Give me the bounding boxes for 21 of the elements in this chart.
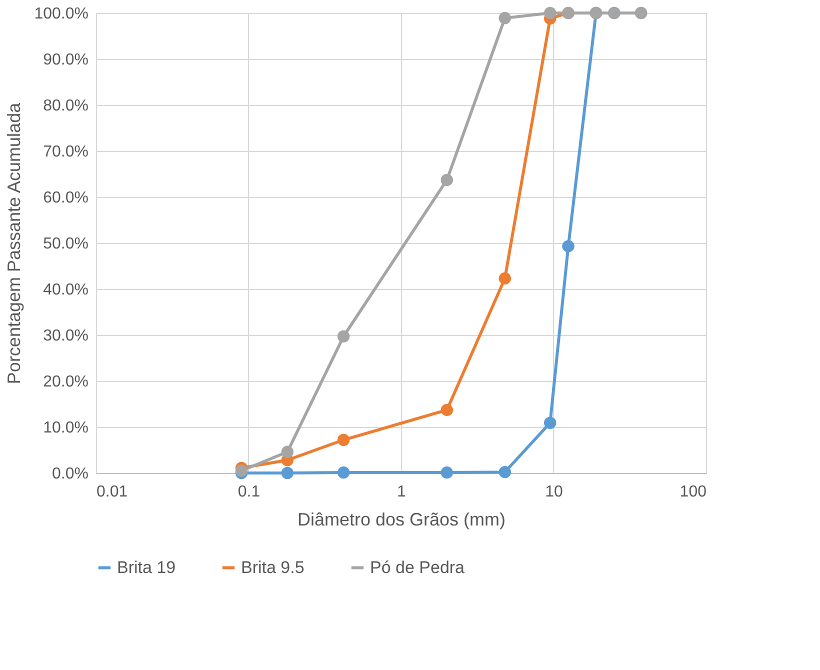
y-tick-label: 100.0% (34, 6, 88, 22)
y-tick-label: 40.0% (43, 282, 88, 298)
y-tick-label: 70.0% (43, 144, 88, 160)
x-tick-label: 10 (545, 484, 563, 500)
y-tick-label: 0.0% (52, 466, 88, 482)
y-tick-label: 30.0% (43, 328, 88, 344)
x-tick-label: 0.01 (96, 484, 128, 500)
x-tick-label: 0.1 (238, 484, 260, 500)
y-tick-label: 20.0% (43, 374, 88, 390)
legend-label: Brita 9.5 (241, 558, 304, 577)
y-tick-label: 90.0% (43, 52, 88, 68)
legend-label: Brita 19 (117, 558, 176, 577)
legend-label: Pó de Pedra (370, 558, 466, 577)
y-axis-title: Porcentagem Passante Acumulada (4, 102, 24, 384)
y-tick-label: 10.0% (43, 420, 88, 436)
y-tick-label: 80.0% (43, 98, 88, 114)
x-tick-label: 100 (680, 484, 707, 500)
x-axis-title: Diâmetro dos Grãos (mm) (297, 510, 506, 530)
x-tick-label: 1 (397, 484, 406, 500)
y-tick-label: 50.0% (43, 236, 88, 252)
y-tick-label: 60.0% (43, 190, 88, 206)
